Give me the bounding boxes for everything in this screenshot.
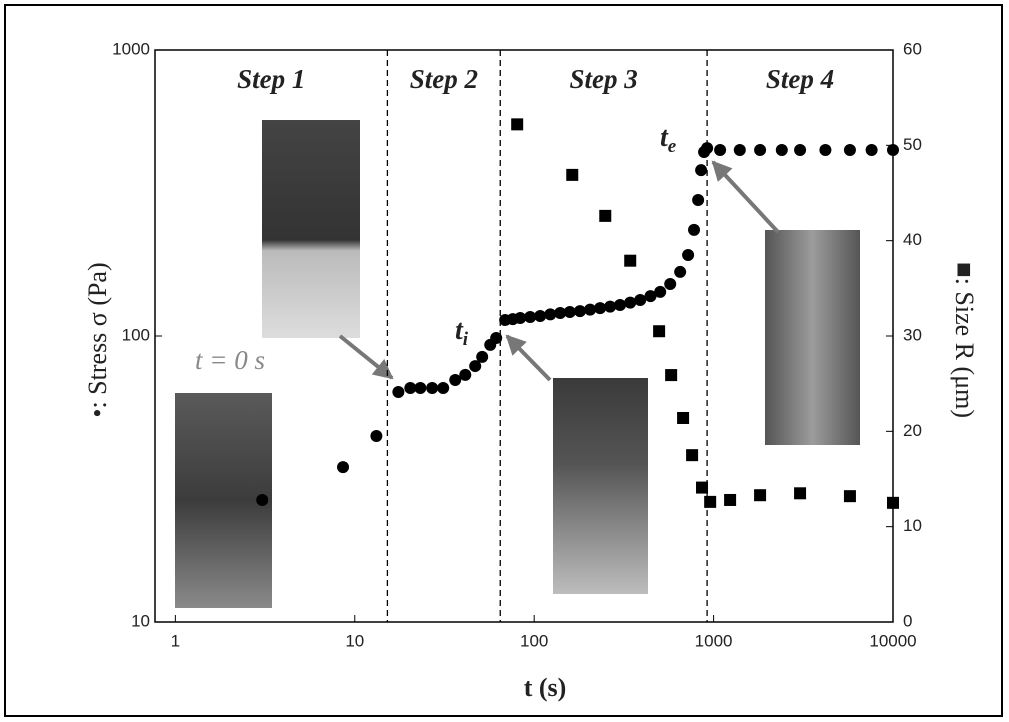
y2-tick-label: 40 xyxy=(903,230,922,249)
photo xyxy=(262,120,360,338)
stress-point xyxy=(775,144,788,157)
x-tick-label: 1000 xyxy=(695,631,733,650)
step-label: Step 4 xyxy=(766,64,834,94)
size-point xyxy=(704,495,717,508)
size-point xyxy=(754,489,767,502)
stress-point xyxy=(682,249,695,262)
size-point xyxy=(653,325,666,338)
x-tick-label: 100 xyxy=(520,631,548,650)
arrow xyxy=(338,334,394,380)
stress-point xyxy=(701,142,714,155)
stress-point xyxy=(865,144,878,157)
photos xyxy=(175,120,860,608)
stress-point xyxy=(688,223,701,236)
y2-tick-label: 30 xyxy=(903,325,922,344)
step-label: Step 3 xyxy=(570,64,638,94)
size-point xyxy=(665,369,678,382)
stress-point xyxy=(624,296,637,309)
x-tick-label: 1 xyxy=(171,631,180,650)
y2-tick-label: 50 xyxy=(903,135,922,154)
y-axis-label: •: Stress σ (Pa) xyxy=(83,262,112,417)
annotation: te xyxy=(660,122,677,157)
y2-tick-label: 10 xyxy=(903,516,922,535)
y2-tick-label: 0 xyxy=(903,611,912,630)
y2-tick-label: 60 xyxy=(903,39,922,58)
size-point xyxy=(599,209,612,222)
step-label: Step 2 xyxy=(410,64,478,94)
stress-point xyxy=(594,302,607,315)
y-tick-label: 10 xyxy=(131,611,150,630)
stress-point xyxy=(819,144,832,157)
arrows xyxy=(338,160,780,382)
x-tick-label: 10 xyxy=(345,631,364,650)
size-point xyxy=(794,487,807,500)
stress-point xyxy=(584,303,597,316)
photo xyxy=(765,230,860,445)
stress-point xyxy=(664,277,677,290)
stress-point xyxy=(414,381,427,394)
photo xyxy=(175,393,272,608)
size-point xyxy=(566,168,579,181)
stress-point xyxy=(524,311,537,324)
annotation-base: t xyxy=(455,315,464,346)
x-axis-label: t (s) xyxy=(524,673,567,702)
stress-point xyxy=(534,309,547,322)
stress-point xyxy=(426,381,439,394)
y2-tick-label: 20 xyxy=(903,421,922,440)
stress-point xyxy=(887,144,899,157)
size-point xyxy=(686,449,699,462)
size-point xyxy=(624,254,637,267)
annotation-sub: e xyxy=(668,136,677,157)
stress-point xyxy=(449,373,462,386)
step-label: Step 1 xyxy=(237,64,305,94)
size-point xyxy=(724,493,737,506)
size-point xyxy=(887,496,899,509)
photo xyxy=(553,378,648,594)
stress-point xyxy=(573,305,586,318)
stress-point xyxy=(754,144,767,157)
stress-point xyxy=(654,285,667,298)
stress-point xyxy=(644,290,657,303)
arrow xyxy=(711,160,780,234)
stress-point xyxy=(404,381,417,394)
stress-point xyxy=(692,193,705,206)
annotation: t = 0 s xyxy=(195,345,265,375)
stress-point xyxy=(604,300,617,313)
stress-point xyxy=(733,144,746,157)
stress-point xyxy=(437,381,450,394)
stress-point xyxy=(459,368,472,381)
stress-point xyxy=(674,265,687,278)
stress-point xyxy=(256,494,269,507)
annotation-base: t xyxy=(660,122,669,153)
annotation-sub: i xyxy=(463,329,469,350)
size-point xyxy=(696,481,709,494)
y-tick-label: 100 xyxy=(122,325,150,344)
stress-point xyxy=(843,144,856,157)
size-point xyxy=(843,490,856,503)
annotation: ti xyxy=(455,315,469,350)
stress-point xyxy=(514,311,527,324)
stress-point xyxy=(476,350,489,363)
stress-point xyxy=(490,332,503,345)
y-tick-label: 1000 xyxy=(112,39,150,58)
x-tick-label: 10000 xyxy=(869,631,916,650)
stress-point xyxy=(469,360,482,373)
stress-point xyxy=(634,294,647,307)
stress-point xyxy=(337,461,350,474)
stress-point xyxy=(794,144,807,157)
stress-point xyxy=(695,164,708,177)
stress-point xyxy=(392,386,405,399)
stress-point xyxy=(554,307,567,320)
y2-axis-label: ■: Size R (μm) xyxy=(950,262,979,418)
stress-point xyxy=(614,299,627,312)
stress-point xyxy=(544,308,557,321)
size-point xyxy=(677,411,690,424)
size-point xyxy=(511,118,524,131)
arrow xyxy=(505,334,552,382)
stress-point xyxy=(714,144,727,157)
outer-border xyxy=(4,4,1003,717)
stress-point xyxy=(370,430,383,443)
stress-point xyxy=(563,306,576,319)
